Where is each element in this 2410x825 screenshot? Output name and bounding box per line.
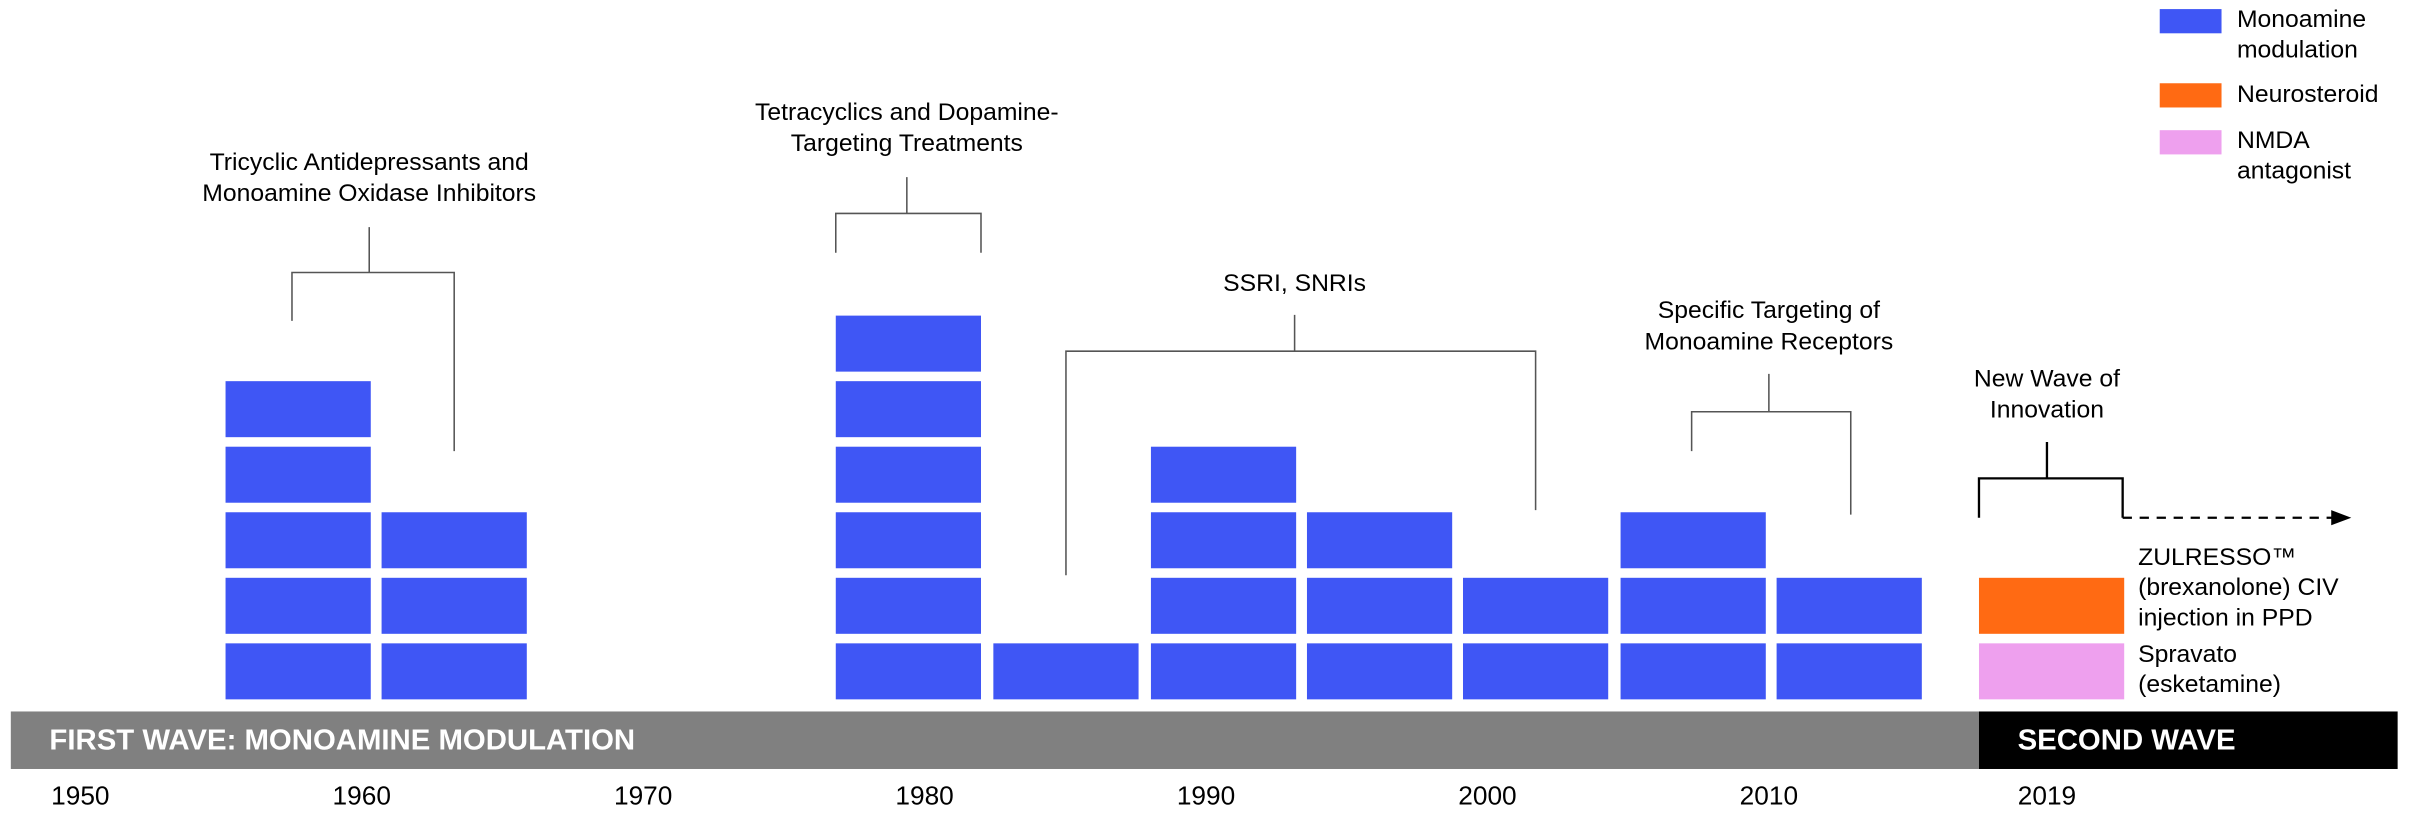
block bbox=[1978, 643, 2125, 700]
block bbox=[835, 643, 981, 700]
first-wave-band bbox=[10, 711, 1979, 769]
x-tick-label: 1970 bbox=[614, 781, 672, 811]
bar-segment bbox=[1978, 577, 2125, 634]
block-label: (esketamine) bbox=[2138, 671, 2281, 698]
block bbox=[1150, 512, 1297, 569]
annotation: Innovation bbox=[1990, 397, 2104, 424]
legend-label: NMDA antagonist bbox=[2237, 128, 2351, 185]
annotation: Tetracyclics and Dopamine- bbox=[755, 99, 1059, 126]
block bbox=[1306, 577, 1453, 634]
bar-segment bbox=[1150, 446, 1297, 700]
block bbox=[835, 577, 981, 634]
block bbox=[1978, 577, 2125, 634]
block-label: Spravato bbox=[2138, 641, 2237, 668]
bracket bbox=[1977, 442, 2124, 518]
annotation: New Wave of bbox=[1974, 366, 2120, 393]
x-tick-label: 2019 bbox=[2018, 781, 2076, 811]
bar-segment bbox=[1978, 643, 2125, 700]
block bbox=[225, 512, 371, 569]
block bbox=[225, 577, 371, 634]
annotation: Monoamine Receptors bbox=[1645, 328, 1894, 355]
block bbox=[835, 381, 981, 438]
second-wave-band bbox=[1978, 711, 2398, 769]
block bbox=[381, 512, 527, 569]
block-label: ZULRESSO™ bbox=[2138, 544, 2296, 571]
block bbox=[1462, 643, 1609, 700]
bracket bbox=[835, 177, 982, 253]
legend-swatch bbox=[2159, 83, 2222, 108]
bar-segment bbox=[993, 643, 1139, 700]
annotation: Specific Targeting of bbox=[1658, 297, 1880, 324]
block bbox=[381, 643, 527, 700]
block-label: injection in PPD bbox=[2138, 605, 2312, 632]
annotation: Tricyclic Antidepressants and bbox=[210, 149, 529, 176]
block bbox=[1776, 643, 1922, 700]
block bbox=[1150, 643, 1297, 700]
block bbox=[381, 577, 527, 634]
block bbox=[835, 315, 981, 372]
bar-segment bbox=[225, 381, 371, 700]
legend-swatch bbox=[2159, 9, 2222, 34]
bar-segment bbox=[1776, 577, 1922, 700]
block bbox=[225, 643, 371, 700]
bar-segment bbox=[1462, 577, 1609, 700]
legend-swatch bbox=[2159, 130, 2222, 155]
block bbox=[225, 381, 371, 438]
bar-segment bbox=[1620, 512, 1766, 700]
block bbox=[225, 446, 371, 503]
x-tick-label: 2000 bbox=[1458, 781, 1516, 811]
bracket bbox=[1065, 314, 1537, 576]
annotation: Monoamine Oxidase Inhibitors bbox=[202, 180, 536, 207]
block bbox=[993, 643, 1139, 700]
block-label: (brexanolone) CIV bbox=[2138, 574, 2339, 601]
bar-segment bbox=[835, 315, 981, 700]
block bbox=[1462, 577, 1609, 634]
block bbox=[1306, 512, 1453, 569]
x-tick-label: 1960 bbox=[333, 781, 391, 811]
x-tick-label: 1950 bbox=[51, 781, 109, 811]
x-tick-label: 1980 bbox=[895, 781, 953, 811]
x-tick-label: 1990 bbox=[1177, 781, 1235, 811]
legend-label: Monoamine modulation bbox=[2237, 7, 2366, 64]
arrow-head bbox=[2331, 510, 2352, 526]
annotation: Targeting Treatments bbox=[791, 130, 1023, 157]
x-tick-label: 2010 bbox=[1740, 781, 1798, 811]
block bbox=[1150, 446, 1297, 503]
bracket bbox=[291, 227, 455, 452]
block bbox=[1620, 577, 1766, 634]
bar-segment bbox=[381, 512, 527, 700]
block bbox=[835, 512, 981, 569]
block bbox=[1620, 643, 1766, 700]
block bbox=[1776, 577, 1922, 634]
annotation: SSRI, SNRIs bbox=[1223, 270, 1366, 297]
block bbox=[1306, 643, 1453, 700]
band-label: FIRST WAVE: MONOAMINE MODULATION bbox=[49, 725, 635, 757]
block bbox=[1150, 577, 1297, 634]
block bbox=[835, 446, 981, 503]
bracket bbox=[1690, 373, 1852, 515]
bar-segment bbox=[1306, 512, 1453, 700]
block bbox=[1620, 512, 1766, 569]
brackets bbox=[291, 177, 2352, 576]
band-label: SECOND WAVE bbox=[2018, 725, 2236, 757]
legend-label: Neurosteroid bbox=[2237, 81, 2379, 108]
